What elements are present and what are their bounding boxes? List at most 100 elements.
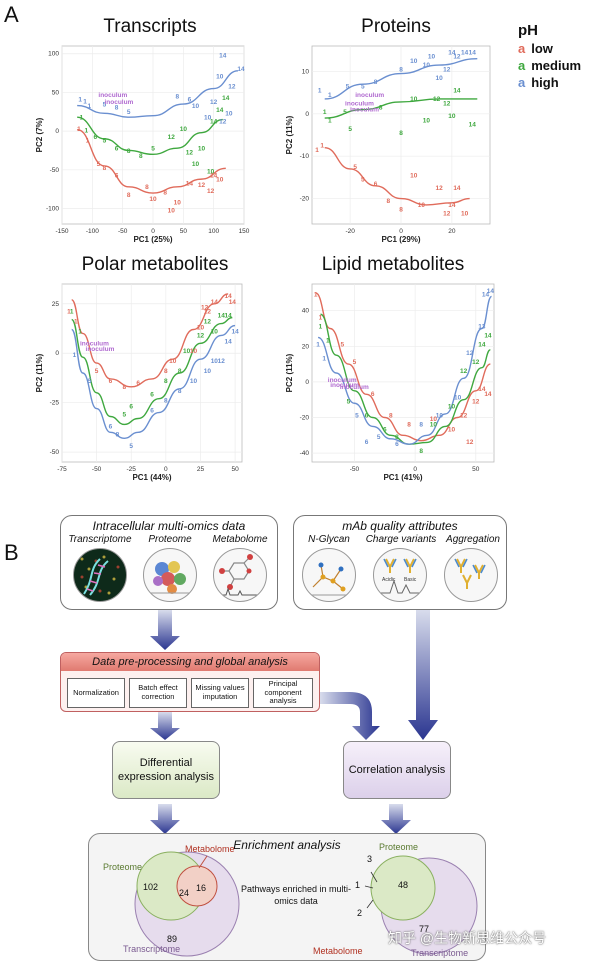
y-tick-label: 0 [55, 350, 59, 357]
pca-plot-transcripts: -150 -100 -50 0 50 100 150 -100 -50 0 50 100 PC1 (25… [35, 45, 250, 244]
y-tick-label: 0 [305, 111, 309, 118]
point-label-low: 1 [320, 143, 324, 150]
point-label-medium: 8 [395, 434, 399, 441]
y-tick-label: 25 [52, 301, 60, 308]
point-label-high: 10 [436, 75, 444, 82]
point-label-medium: 12 [197, 332, 205, 339]
point-label-high: 10 [190, 378, 198, 385]
charge-variants-label: Charge variants [365, 534, 437, 545]
point-label-high: 12 [453, 54, 461, 61]
point-label-medium: 5 [348, 126, 352, 133]
point-label-medium: 12 [472, 359, 480, 366]
point-label-low: 8 [145, 184, 149, 191]
x-tick-label: 50 [180, 228, 188, 235]
y-tick-label: 40 [302, 308, 310, 315]
point-label-high: 14 [225, 338, 233, 345]
point-label-low: 14 [210, 173, 218, 180]
preprocessing-title: Data pre-processing and global analysis [61, 653, 319, 671]
point-label-medium: 8 [127, 148, 131, 155]
point-label-medium: 12 [204, 319, 212, 326]
step-batch-effect: Batch effect correction [129, 678, 187, 708]
point-label-high: 1 [73, 352, 77, 359]
point-label-low: 8 [127, 192, 131, 199]
point-label-high: 10 [410, 58, 418, 65]
point-label-medium: 10 [183, 348, 191, 355]
charge-variants-image: Acidic Basic [373, 548, 427, 602]
x-axis-label: PC1 (29%) [381, 235, 420, 244]
differential-expression-box: Differential expression analysis [112, 741, 220, 799]
x-tick-label: 150 [239, 228, 250, 235]
right-count-77: 77 [419, 924, 430, 934]
trend-curve-low [76, 128, 226, 194]
omics-data-box: Intracellular multi-omics data Transcrip… [60, 515, 278, 610]
legend-label: medium [531, 58, 582, 73]
point-label-medium: 14 [225, 313, 233, 320]
point-label-medium: 10 [198, 145, 206, 152]
x-tick-label: 25 [197, 466, 205, 473]
point-label-high: 10 [204, 115, 212, 122]
ph-legend: pH a low a medium a high [518, 22, 598, 90]
left-metabolome-count: 16 [196, 883, 207, 893]
point-label-high: 10 [428, 54, 436, 61]
point-label-medium: 14 [210, 118, 218, 125]
y-tick-label: -50 [50, 449, 60, 456]
point-label-low: 6 [109, 378, 113, 385]
legend-symbol: a [518, 41, 526, 56]
point-label-low: 6 [115, 173, 119, 180]
x-tick-label: 0 [399, 228, 403, 235]
point-label-medium: 10 [192, 161, 200, 168]
legend-title: pH [518, 22, 538, 39]
step-pca: Principal component analysis [253, 678, 313, 708]
point-label-high: 12 [228, 84, 236, 91]
legend-label: high [531, 75, 559, 90]
point-label-medium: 8 [139, 153, 143, 160]
point-label-low: 12 [201, 305, 209, 312]
point-label-low: 8 [163, 190, 167, 197]
point-label-medium: 8 [379, 105, 383, 112]
point-label-low: 10 [169, 358, 177, 365]
point-label-medium: 5 [122, 412, 126, 419]
y-tick-label: -10 [300, 153, 310, 160]
x-tick-label: 20 [448, 228, 456, 235]
plot-title-polar: Polar metabolites [81, 254, 229, 275]
point-label-medium: 10 [448, 113, 456, 120]
point-label-low: 8 [386, 198, 390, 205]
point-label-low: 14 [211, 299, 219, 306]
pathways-enriched-text: Pathways enriched in multi-omics data [240, 884, 352, 906]
point-label-low: 12 [472, 398, 480, 405]
point-label-high: 10 [225, 111, 233, 118]
point-label-low: 1 [315, 147, 319, 154]
metabolome-image [213, 548, 267, 602]
left-proteome-label: Proteome [103, 862, 143, 872]
x-axis-label: PC1 (44%) [132, 473, 171, 482]
y-tick-label: 20 [302, 343, 310, 350]
point-label-high: 1 [316, 341, 320, 348]
x-tick-label: 0 [151, 228, 155, 235]
right-count-48: 48 [398, 880, 409, 890]
point-label-high: 14 [461, 49, 469, 56]
point-label-low: 1 [319, 315, 323, 322]
point-label-high: 8 [175, 94, 179, 101]
plot-title-proteins: Proteins [361, 16, 431, 37]
left-metabolome-label: Metabolome [185, 844, 235, 854]
y-tick-label: -50 [50, 167, 60, 174]
legend-item-high: a high [518, 75, 598, 90]
point-label-medium: 8 [419, 448, 423, 455]
nglycan-label: N-Glycan [308, 534, 350, 545]
point-label-high: 6 [188, 97, 192, 104]
point-label-high: 14 [487, 288, 495, 295]
point-label-high: 6 [365, 439, 369, 446]
point-label-low: 10 [448, 427, 456, 434]
step-missing-values: Missing values imputation [191, 678, 249, 708]
x-axis-label: PC1 (41%) [383, 473, 422, 482]
left-transcriptome-label: Transcriptome [123, 944, 181, 954]
proteome-image [143, 548, 197, 602]
point-label-low: 5 [361, 177, 365, 184]
inoculum-label: inoculum [328, 377, 357, 384]
point-label-low: 14 [448, 202, 456, 209]
trend-curve-medium [71, 316, 233, 426]
point-label-medium: 10 [211, 328, 219, 335]
x-tick-label: -50 [118, 228, 128, 235]
point-label-high: 6 [150, 408, 154, 415]
point-label-high: 1 [322, 356, 326, 363]
